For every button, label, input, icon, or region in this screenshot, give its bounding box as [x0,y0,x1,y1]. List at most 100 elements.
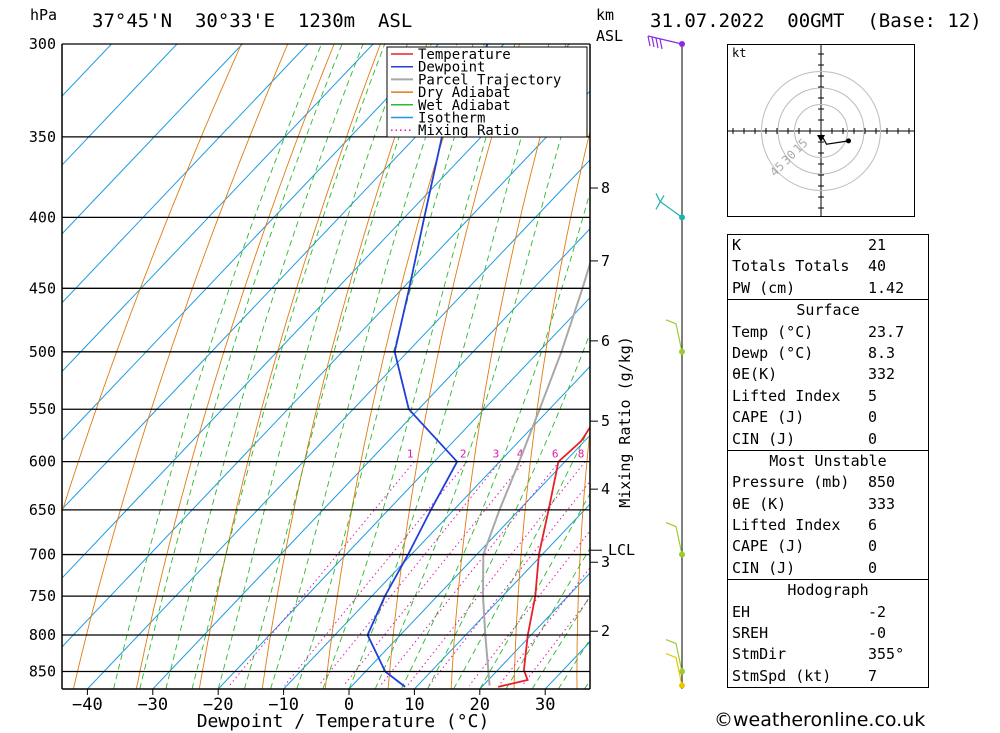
isotherm-line [62,90,590,648]
isotherm-line [62,44,439,442]
isotherm-line [283,365,590,689]
pressure-tick-label: 600 [29,453,56,471]
most-unstable-row: Lifted Index 6 [728,515,928,536]
mixing-ratio-label: 10 [595,448,608,461]
surface-label: Temp (°C) [732,322,814,341]
temp-tick-label: −40 [72,695,103,715]
wind-barb [647,35,683,50]
index-value: 21 [868,236,887,254]
hodograph-table-row: StmSpd (kt) 7 [728,666,928,687]
credit-footer: ©weatheronline.co.uk [714,709,926,731]
hodograph-table-row: SREH -0 [728,623,928,644]
most-unstable-value: 6 [868,516,878,535]
pressure-tick-label: 350 [29,128,56,146]
km-tick-label: 5 [601,412,610,430]
legend-entry-label: Isotherm [418,111,485,127]
isotherm-line [62,44,243,235]
dry-adiabat-line [62,44,242,514]
pressure-tick-label: 550 [29,400,56,418]
km-tick-label: 8 [601,179,610,197]
mixing-ratio-label: 3 [493,448,500,461]
most-unstable-row: θE (K) 333 [728,494,928,515]
surface-row: Lifted Index 5 [728,386,928,407]
legend-entry-label: Parcel Trajectory [418,72,561,88]
most-unstable-row: CAPE (J) 0 [728,536,928,557]
wind-barb-shaft [655,193,683,218]
most-unstable-label: Pressure (mb) [732,473,850,492]
hodograph-table-label: EH [732,602,751,621]
mixing-ratio-label: 1 [407,448,414,461]
hodograph-table-label: SREH [732,624,769,643]
mixing-ratio-label: 4 [517,448,524,461]
surface-label: CAPE (J) [732,408,805,427]
surface-row: Temp (°C) 23.7 [728,322,928,343]
mixing-ratio-label: 25 [684,448,697,461]
dry-adiabat-line [324,44,474,689]
wet-adiabat-line [400,190,590,689]
index-label: PW (cm) [732,278,796,297]
surface-value: 5 [868,386,878,405]
wet-adiabat-line [191,44,386,689]
hodograph-unit-label: kt [732,46,747,60]
wind-barb [665,521,683,555]
surface-label: CIN (J) [732,429,796,448]
wind-barb-flag [647,35,651,47]
hodograph-table-row: EH -2 [728,602,928,623]
isotherm-line [348,434,590,689]
km-unit-label: km [596,6,615,24]
legend-box [386,46,588,138]
dry-adiabat-line [72,44,289,689]
index-value: 1.42 [868,278,905,297]
surface-title: Surface [796,301,860,320]
pressure-tick-label: 300 [29,35,56,53]
wet-adiabat-line [113,44,322,689]
pressure-tick-label: 400 [29,208,56,226]
location-label: 37°45'N 30°33'E 1230m ASL [92,10,413,32]
wind-barb-shaft [665,638,683,672]
wet-adiabat-line [270,44,458,689]
most-unstable-label: CIN (J) [732,558,796,577]
dry-adiabat-line [639,44,705,689]
dry-adiabat-line [973,44,1000,689]
most-unstable-label: Lifted Index [732,516,841,535]
km-tick-label: 4 [601,480,610,498]
surface-row: θE(K) 332 [728,364,928,385]
wind-barb [665,638,683,672]
surface-label: θE(K) [732,365,778,384]
mixing-ratio-axis-title: Mixing Ratio (g/kg) [616,336,634,508]
hodograph-table-value: 355° [868,645,905,664]
legend-entry-label: Mixing Ratio [418,123,519,139]
wind-barb-shaft [647,35,683,45]
mixing-ratio-line [407,461,586,686]
hodograph-table-value: -2 [868,602,887,621]
legend-entry-label: Dry Adiabat [418,85,511,101]
index-value: 40 [868,257,887,276]
surface-row: Dewp (°C) 8.3 [728,343,928,364]
hodograph-table-value: -0 [868,624,887,643]
wet-adiabat-line [505,547,590,689]
index-row: K 21 [728,235,928,256]
hodograph-end-dot [846,138,851,144]
surface-value: 23.7 [868,322,905,341]
surface-value: 0 [868,408,878,427]
wind-barb-shaft [665,521,683,555]
hodograph-table-value: 7 [868,666,878,685]
index-row: PW (cm) 1.42 [728,278,928,299]
pressure-tick-label: 700 [29,546,56,564]
surface-row: CIN (J) 0 [728,429,928,450]
temp-tick-label: 0 [344,695,354,715]
temp-tick-label: −20 [203,695,234,715]
km-tick-label: 6 [601,332,610,350]
dry-adiabat-line [198,44,381,689]
pressure-tick-label: 650 [29,501,56,519]
dry-adiabat-line [261,44,428,689]
wind-barb-flag [659,38,663,50]
mixing-ratio-label: 2 [460,448,467,461]
most-unstable-label: θE (K) [732,494,787,513]
most-unstable-value: 0 [868,537,878,556]
mixing-ratio-label: 15 [634,448,647,461]
isotherm-line [414,503,590,689]
isotherm-line [217,296,590,689]
most-unstable-value: 333 [868,494,896,513]
